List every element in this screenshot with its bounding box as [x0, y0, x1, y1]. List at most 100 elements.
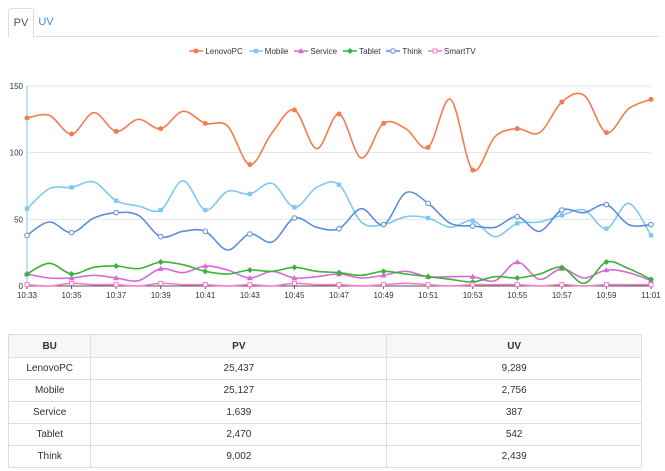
table-row: LenovoPC 25,437 9,289: [7, 357, 642, 380]
data-point-smarttv: [247, 282, 253, 288]
data-point-think: [425, 200, 431, 207]
legend-item-think[interactable]: Think: [386, 44, 422, 58]
table-row: Mobile 25,127 2,756: [7, 379, 642, 402]
data-point-think: [113, 209, 119, 216]
data-point-service: [113, 275, 120, 281]
data-point-tablet: [603, 259, 610, 265]
series-lenovopc: [24, 92, 654, 173]
x-tick-label: 10:55: [507, 291, 528, 300]
data-point-think: [202, 228, 209, 235]
legend-marker-icon: [386, 48, 401, 54]
x-tick-label: 10:53: [463, 291, 484, 300]
legend-marker: [298, 48, 305, 54]
data-point-lenovopc: [69, 131, 75, 137]
data-point-smarttv: [69, 280, 75, 286]
x-tick-label: 11:01: [641, 291, 661, 300]
y-tick-label: 100: [10, 149, 24, 158]
legend-marker: [347, 48, 354, 54]
data-point-smarttv: [648, 282, 654, 288]
table-cell-pv: 1,639: [90, 401, 388, 424]
table-cell-uv: 2,756: [386, 379, 642, 402]
data-point-tablet: [113, 263, 120, 269]
table-cell-pv: 25,127: [90, 379, 388, 402]
legend-item-lenovopc[interactable]: LenovoPC: [189, 44, 243, 58]
x-tick-label: 10:51: [418, 291, 439, 300]
legend-item-mobile[interactable]: Mobile: [248, 44, 289, 58]
data-point-smarttv: [158, 280, 164, 286]
data-point-tablet: [157, 259, 164, 265]
bu-table: BU PV UV LenovoPC 25,437 9,289 Mobile 25…: [7, 334, 642, 468]
data-point-tablet: [24, 271, 30, 277]
x-tick-label: 10:47: [329, 291, 350, 300]
data-point-lenovopc: [291, 107, 297, 113]
legend-label: Tablet: [359, 46, 381, 56]
tab-uv[interactable]: UV: [38, 16, 54, 28]
legend-item-service[interactable]: Service: [294, 44, 337, 58]
legend-label: LenovoPC: [205, 46, 243, 56]
column-header-pv: PV: [90, 334, 388, 358]
chart-legend: LenovoPC Mobile Service Tablet Think SmartTV: [0, 44, 665, 58]
column-header-uv: UV: [386, 334, 642, 358]
x-tick-label: 10:37: [106, 291, 127, 300]
legend-label: Mobile: [264, 46, 289, 56]
data-point-mobile: [24, 206, 30, 211]
data-point-mobile: [648, 233, 654, 238]
data-point-service: [157, 265, 164, 271]
x-tick-label: 10:57: [552, 291, 573, 300]
data-point-tablet: [291, 264, 298, 271]
data-point-lenovopc: [24, 115, 30, 121]
data-point-mobile: [203, 207, 208, 213]
data-point-lenovopc: [648, 96, 654, 102]
data-point-smarttv: [336, 282, 342, 288]
data-point-mobile: [559, 213, 565, 218]
x-tick-label: 10:35: [62, 291, 83, 300]
data-point-think: [336, 225, 342, 232]
data-point-mobile: [158, 207, 163, 213]
data-point-tablet: [68, 271, 75, 277]
data-point-think: [68, 229, 75, 236]
table-header-row: BU PV UV: [7, 334, 642, 358]
data-point-lenovopc: [559, 99, 565, 105]
data-point-think: [469, 223, 476, 229]
data-point-smarttv: [202, 282, 208, 288]
data-point-tablet: [202, 268, 209, 275]
data-point-service: [202, 263, 209, 269]
data-point-mobile: [470, 218, 475, 223]
data-point-think: [247, 231, 253, 237]
legend-label: Service: [310, 46, 338, 56]
data-point-think: [157, 233, 164, 240]
data-point-tablet: [336, 269, 342, 276]
table-cell-uv: 387: [386, 401, 642, 424]
x-tick-label: 10:49: [374, 291, 395, 300]
data-point-lenovopc: [113, 128, 119, 134]
data-point-smarttv: [470, 282, 476, 288]
table-cell-bu: Tablet: [7, 423, 92, 446]
y-tick-label: 150: [10, 82, 24, 91]
legend-marker-icon: [343, 48, 358, 54]
legend-marker: [253, 48, 258, 54]
data-point-lenovopc: [158, 126, 164, 132]
legend-item-smarttv[interactable]: SmartTV: [427, 44, 476, 58]
table-cell-pv: 9,002: [90, 445, 388, 468]
data-point-tablet: [648, 276, 654, 283]
legend-item-tablet[interactable]: Tablet: [343, 44, 380, 58]
y-tick-label: 50: [14, 215, 23, 224]
data-point-mobile: [425, 215, 431, 221]
data-point-smarttv: [559, 282, 565, 288]
legend-marker-icon: [294, 48, 309, 54]
data-point-lenovopc: [247, 162, 253, 168]
data-point-mobile: [604, 226, 609, 231]
series-smarttv: [24, 280, 654, 288]
data-point-smarttv: [603, 282, 609, 288]
x-tick-label: 10:33: [17, 291, 38, 300]
legend-label: SmartTV: [443, 46, 476, 56]
data-point-think: [648, 221, 654, 228]
data-point-lenovopc: [381, 120, 387, 126]
data-point-smarttv: [291, 280, 297, 286]
tab-pv[interactable]: PV: [8, 8, 34, 38]
data-point-mobile: [113, 198, 119, 203]
line-chart: 0 50 100 150 10:33 10:35 10:37 10:39 10:41 10:43 1…: [10, 82, 662, 300]
legend-label: Think: [402, 46, 422, 56]
table-cell-uv: 2,439: [386, 445, 642, 468]
series-line-think: [26, 191, 652, 251]
